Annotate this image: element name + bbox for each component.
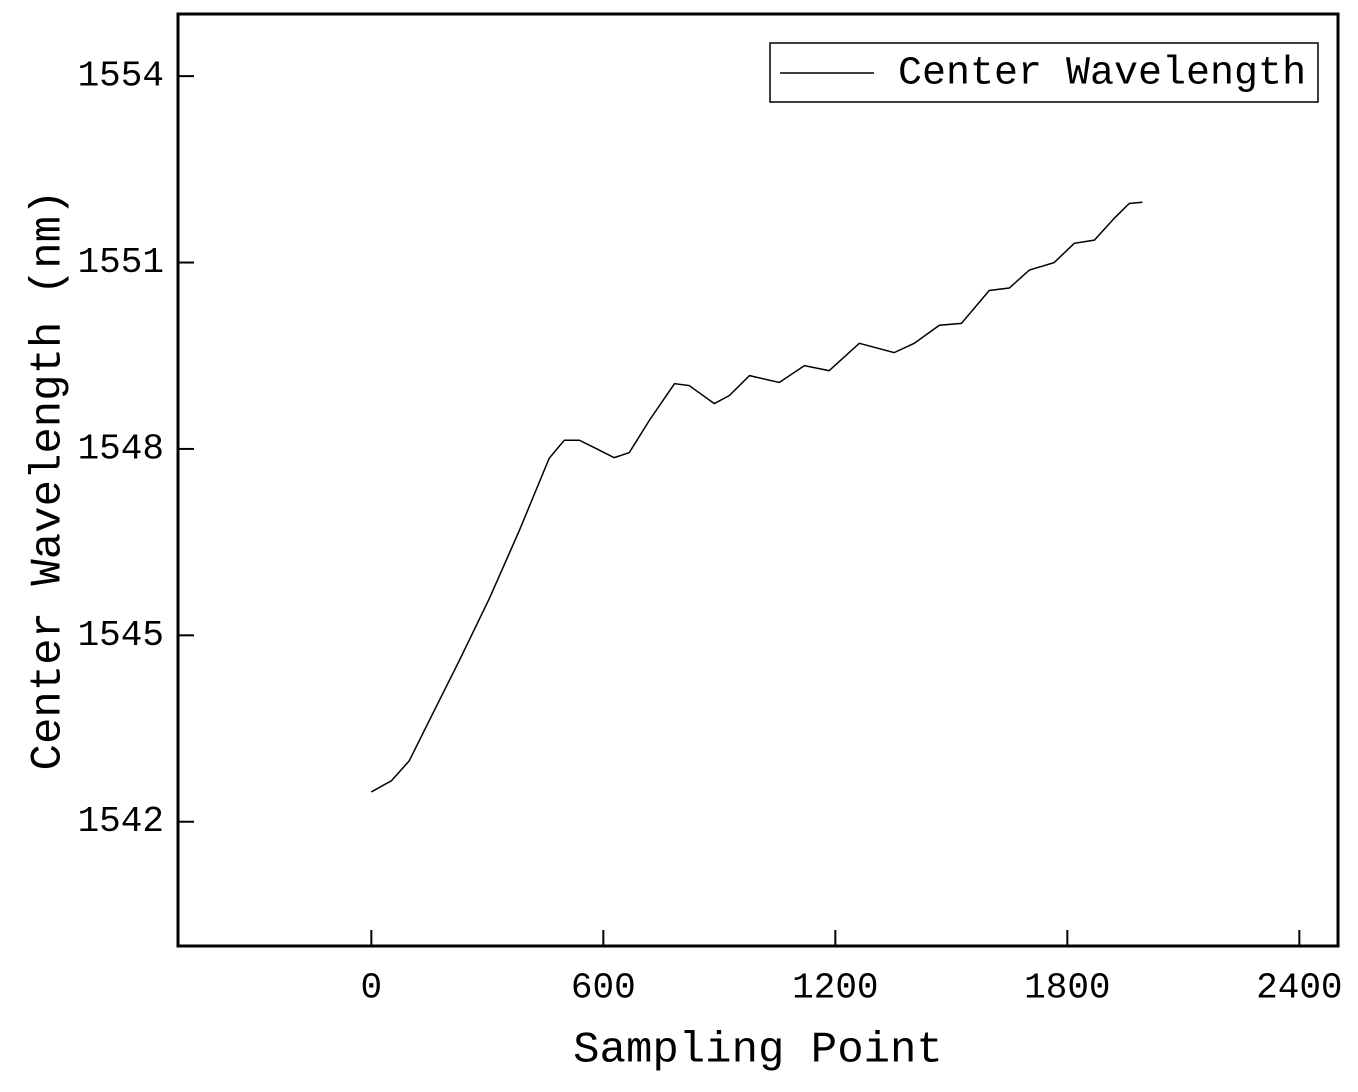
x-tick-label: 600 bbox=[571, 968, 636, 1009]
legend-box bbox=[769, 42, 1319, 103]
x-tick-label: 0 bbox=[361, 968, 383, 1009]
y-tick-label: 1551 bbox=[78, 242, 164, 283]
x-tick-label: 1200 bbox=[792, 968, 878, 1009]
plot-frame bbox=[176, 12, 1340, 948]
x-tick-label: 1800 bbox=[1024, 968, 1110, 1009]
y-tick-label: 1545 bbox=[78, 615, 164, 656]
x-axis-title: Sampling Point bbox=[573, 1026, 943, 1076]
x-tick-label: 2400 bbox=[1256, 968, 1342, 1009]
y-axis-title: Center Wavelength (nm) bbox=[24, 190, 74, 771]
legend-label: Center Wavelength bbox=[898, 52, 1306, 97]
data-line bbox=[370, 201, 1143, 793]
y-tick-label: 1554 bbox=[78, 56, 164, 97]
y-tick-label: 1548 bbox=[78, 428, 164, 469]
y-tick-label: 1542 bbox=[78, 801, 164, 842]
